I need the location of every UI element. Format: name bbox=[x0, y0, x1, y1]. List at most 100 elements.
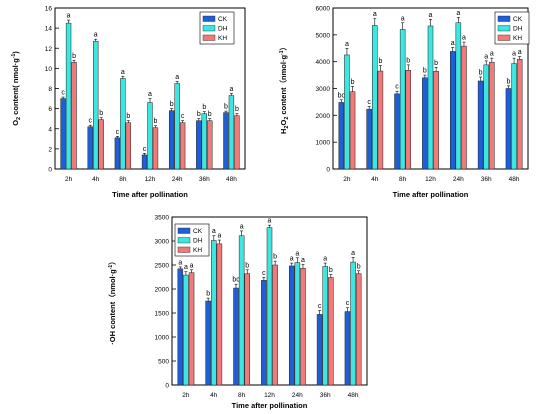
legend-swatch-CK bbox=[177, 227, 191, 234]
bar-DH-24h bbox=[294, 262, 301, 386]
y-tick-label: 3500 bbox=[155, 215, 170, 222]
x-tick-label: 12h bbox=[145, 176, 156, 183]
bar-CK-48h bbox=[344, 311, 351, 386]
bar-KH-36h bbox=[328, 277, 334, 386]
y-label-part: ·OH bbox=[108, 331, 117, 345]
bar-CK-12h bbox=[422, 77, 428, 170]
x-tick-label: 36h bbox=[199, 176, 210, 183]
bar-CK-12h bbox=[261, 280, 267, 386]
bar-KH-8h bbox=[125, 122, 132, 170]
significance-label: b bbox=[224, 104, 228, 111]
bar-CK-48h bbox=[223, 112, 229, 170]
significance-label: a bbox=[456, 10, 460, 17]
y-tick-label: 500 bbox=[158, 359, 169, 366]
significance-label: a bbox=[175, 74, 179, 81]
y-axis-label: O2 content( nmol·g-1) bbox=[11, 51, 22, 126]
significance-label: a bbox=[121, 69, 125, 76]
legend-label-CK: CK bbox=[513, 16, 523, 23]
y-label-sup: -1 bbox=[108, 265, 114, 270]
significance-label: a bbox=[323, 256, 327, 263]
significance-label: b bbox=[170, 101, 174, 108]
bar-CK-8h bbox=[114, 137, 121, 170]
y-tick-label: 0 bbox=[326, 167, 330, 174]
bar-DH-2h bbox=[183, 274, 189, 386]
bar-CK-12h bbox=[141, 154, 148, 170]
y-tick-label: 0 bbox=[165, 383, 169, 390]
y-label-part: content( nmol·g bbox=[11, 58, 20, 117]
legend-swatch-DH bbox=[202, 25, 216, 32]
significance-label: b bbox=[273, 254, 277, 261]
significance-label: a bbox=[490, 51, 494, 58]
y-label-part: ) bbox=[11, 51, 20, 54]
y-tick-label: 8 bbox=[48, 86, 52, 93]
significance-label: b bbox=[357, 263, 361, 270]
legend: CK DH KH bbox=[199, 11, 235, 45]
y-tick-label: 2000 bbox=[155, 287, 170, 294]
significance-label: b bbox=[479, 69, 483, 76]
legend: CK DH KH bbox=[494, 11, 530, 45]
y-tick-label: 1000 bbox=[155, 335, 170, 342]
x-tick-label: 24h bbox=[453, 176, 464, 183]
significance-label: b bbox=[72, 53, 76, 60]
legend: CK DH KH bbox=[174, 223, 210, 257]
y-tick-label: 6000 bbox=[316, 6, 331, 13]
significance-label: b bbox=[507, 78, 511, 85]
significance-label: c bbox=[318, 303, 322, 310]
y-axis-label: H2O2 content（nmol·g-1） bbox=[278, 43, 290, 134]
significance-label: a bbox=[351, 250, 355, 257]
significance-label: a bbox=[373, 11, 377, 18]
x-tick-label: 2h bbox=[343, 176, 351, 183]
significance-label: a bbox=[429, 12, 433, 19]
bar-DH-4h bbox=[372, 25, 378, 170]
significance-label: a bbox=[512, 51, 516, 58]
bar-KH-4h bbox=[98, 119, 104, 170]
legend-label-DH: DH bbox=[193, 238, 203, 245]
bar-DH-8h bbox=[120, 78, 126, 170]
x-tick-label: 4h bbox=[210, 392, 218, 399]
bar-CK-24h bbox=[168, 110, 175, 170]
significance-label: a bbox=[484, 53, 488, 60]
legend-label-CK: CK bbox=[218, 16, 228, 23]
legend-label-DH: DH bbox=[513, 26, 523, 33]
bar-KH-36h bbox=[489, 61, 495, 170]
x-tick-label: 8h bbox=[119, 176, 127, 183]
bar-KH-8h bbox=[405, 70, 412, 170]
x-tick-label: 48h bbox=[509, 176, 520, 183]
bar-KH-4h bbox=[377, 70, 384, 170]
significance-label: b bbox=[202, 104, 206, 111]
legend-swatch-CK bbox=[497, 15, 511, 22]
significance-label: b bbox=[351, 79, 355, 86]
x-axis-label: Time after pollination bbox=[232, 401, 308, 410]
significance-label: a bbox=[178, 259, 182, 266]
bar-DH-2h bbox=[65, 22, 72, 170]
legend-swatch-CK bbox=[202, 15, 216, 22]
legend-swatch-KH bbox=[202, 34, 216, 41]
x-tick-label: 2h bbox=[65, 176, 73, 183]
chart-panel-2: 0 1000 2000 3000 4000 5000 6000 bc a b 2h c a b 4h c a b 8… bbox=[278, 6, 530, 199]
significance-label: c bbox=[367, 99, 371, 106]
bar-CK-2h bbox=[338, 102, 345, 170]
y-axis-label: ·OH content（nmol·g-1） bbox=[107, 257, 117, 344]
significance-label: a bbox=[401, 15, 405, 22]
bar-CK-8h bbox=[394, 93, 400, 170]
significance-label: b bbox=[378, 58, 382, 65]
y-label-sup: -1 bbox=[11, 53, 17, 58]
x-tick-label: 8h bbox=[399, 176, 407, 183]
y-label-part: content（nmol·g bbox=[278, 55, 288, 117]
significance-label: b bbox=[206, 291, 210, 298]
bar-DH-12h bbox=[147, 102, 153, 170]
x-tick-label: 48h bbox=[348, 392, 359, 399]
significance-label: a bbox=[148, 91, 152, 98]
bar-DH-48h bbox=[350, 261, 356, 386]
significance-label: b bbox=[329, 267, 333, 274]
significance-label: a bbox=[345, 41, 349, 48]
legend-label-KH: KH bbox=[513, 35, 522, 42]
x-tick-label: 36h bbox=[320, 392, 331, 399]
x-tick-label: 24h bbox=[292, 392, 303, 399]
bar-KH-2h bbox=[349, 91, 356, 170]
significance-label: a bbox=[94, 32, 98, 39]
bar-DH-48h bbox=[228, 95, 235, 170]
legend-swatch-DH bbox=[497, 25, 511, 32]
bar-DH-36h bbox=[201, 113, 207, 170]
y-label-sub: 2 bbox=[284, 117, 290, 120]
